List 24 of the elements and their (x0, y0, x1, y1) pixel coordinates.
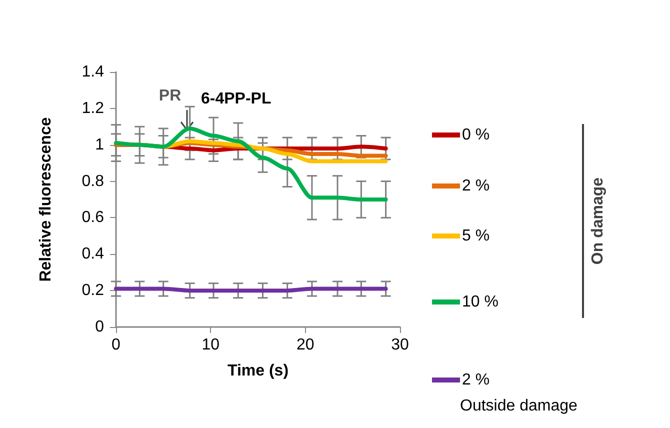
y-tick-label: 1.2 (82, 100, 104, 117)
y-tick-label: 0.8 (82, 172, 104, 190)
legend-label: 2 % (462, 372, 490, 388)
legend-label: 0 % (462, 126, 490, 144)
x-axis-title: Time (s) (227, 362, 289, 380)
annotation: PR (158, 88, 182, 104)
y-tick-label: 1.4 (82, 64, 104, 80)
legend-label: 5 % (462, 228, 490, 244)
y-tick-label: 0 (95, 318, 104, 336)
x-tick-label: 0 (112, 336, 121, 354)
line-series (114, 126, 388, 202)
y-tick-label: 0.2 (82, 282, 104, 300)
text: 6-4PP-PL (201, 90, 272, 108)
y-tick-label: 0.4 (82, 246, 104, 263)
x-tick-label: 30 (391, 336, 409, 354)
x-tick-label: 20 (296, 336, 314, 354)
x-tick-label: 10 (202, 336, 220, 354)
y-axis-title: Relative fluorescence (38, 117, 54, 282)
text: Outside damage (460, 398, 578, 414)
text: On damage (590, 177, 606, 265)
y-tick-label: 0.6 (82, 209, 104, 226)
legend-label: 10 % (462, 294, 498, 310)
legend-label: 2 % (462, 178, 490, 194)
y-tick-label: 1 (95, 136, 104, 154)
